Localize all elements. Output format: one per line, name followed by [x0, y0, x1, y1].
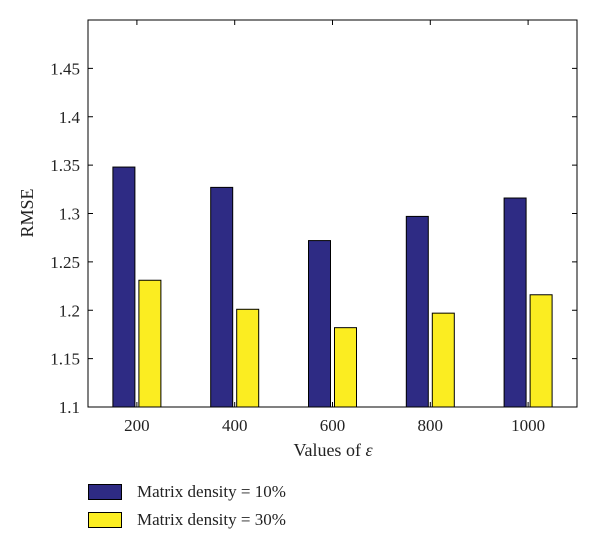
y-tick-label: 1.25: [50, 253, 80, 272]
bar-series-2-200: [138, 279, 162, 408]
bar-series-2-400: [236, 308, 260, 408]
y-tick-label: 1.3: [59, 205, 80, 224]
bar-series-1-1000: [503, 197, 527, 408]
x-tick-label: 400: [222, 416, 248, 435]
plot-frame: [87, 19, 578, 408]
x-tick-label: 800: [418, 416, 444, 435]
legend-item-series-2: Matrix density = 30%: [88, 506, 286, 534]
bar-series-1-800: [405, 215, 429, 408]
bar-series-1-600: [308, 240, 331, 408]
x-tick-label: 200: [124, 416, 150, 435]
legend: Matrix density = 10% Matrix density = 30…: [88, 478, 286, 534]
x-axis-label-symbol: ε: [365, 440, 373, 460]
legend-label-series-2: Matrix density = 30%: [137, 510, 286, 529]
legend-item-series-1: Matrix density = 10%: [88, 478, 286, 506]
x-axis-label-text: Values of: [293, 440, 365, 460]
x-tick-label: 1000: [511, 416, 545, 435]
bar-series-2-600: [334, 327, 357, 408]
bars-group: [112, 166, 553, 408]
x-tick-label: 600: [320, 416, 346, 435]
x-axis-label: Values of ε: [293, 440, 373, 460]
legend-swatch-series-2: [88, 512, 122, 528]
legend-swatch-series-1: [88, 484, 122, 500]
y-tick-label: 1.45: [50, 59, 80, 78]
bar-series-1-200: [112, 166, 136, 408]
y-axis-ticks: 1.1 1.15 1.2 1.25 1.3 1.35 1.4 1.45: [50, 59, 577, 417]
y-axis-label: RMSE: [17, 188, 37, 237]
x-axis-ticks: 200 400 600 800 1000: [124, 20, 545, 435]
bar-series-2-1000: [529, 294, 553, 408]
y-tick-label: 1.35: [50, 156, 80, 175]
bar-series-2-800: [431, 312, 455, 408]
y-tick-label: 1.1: [59, 398, 80, 417]
legend-label-series-1: Matrix density = 10%: [137, 482, 286, 501]
y-tick-label: 1.2: [59, 301, 80, 320]
y-tick-label: 1.15: [50, 350, 80, 369]
bar-series-1-400: [210, 186, 234, 408]
y-tick-label: 1.4: [59, 108, 81, 127]
